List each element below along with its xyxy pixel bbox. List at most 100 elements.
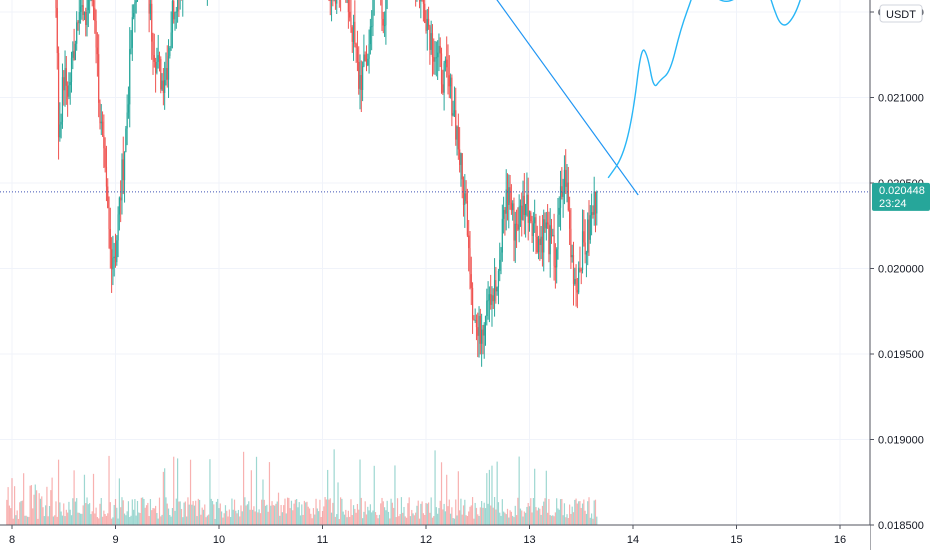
volume-bar <box>93 474 94 525</box>
candle-body <box>61 122 62 125</box>
volume-bar <box>301 504 302 525</box>
volume-bar <box>212 501 213 525</box>
volume-bar <box>425 503 426 525</box>
candle-body <box>449 75 450 86</box>
volume-bar <box>313 508 314 525</box>
volume-bar <box>199 500 200 525</box>
volume-bar <box>273 505 274 525</box>
candle-body <box>64 68 65 90</box>
candle-body <box>133 13 134 17</box>
candle-body <box>596 192 597 214</box>
volume-bar <box>556 498 557 525</box>
volume-bar <box>120 507 121 525</box>
volume-bar <box>339 519 340 525</box>
volume-bar <box>595 500 596 525</box>
volume-bar <box>332 503 333 525</box>
volume-bar <box>494 497 495 525</box>
volume-bar <box>23 473 24 525</box>
candle-body <box>107 187 108 208</box>
volume-bar <box>559 510 560 525</box>
volume-bar <box>174 511 175 525</box>
candle-body <box>591 212 592 215</box>
candle-body <box>444 63 445 92</box>
candle-body <box>114 257 115 258</box>
candle-body <box>371 26 372 27</box>
volume-bar <box>98 518 99 525</box>
volume-bar <box>361 498 362 525</box>
volume-bar <box>177 458 178 525</box>
currency-badge[interactable]: USDT <box>880 5 922 22</box>
volume-bar <box>586 514 587 525</box>
volume-bar <box>440 501 441 525</box>
volume-bar <box>476 508 477 525</box>
candle-body <box>546 222 547 228</box>
currency-label: USDT <box>886 9 916 21</box>
volume-bar <box>407 503 408 525</box>
volume-bar <box>521 510 522 525</box>
candle-body <box>456 127 457 140</box>
candle-body <box>68 85 69 97</box>
candle-body <box>154 55 155 62</box>
volume-bar <box>123 500 124 525</box>
x-tick-label: 14 <box>627 534 639 546</box>
volume-bar <box>94 514 95 525</box>
volume-bar <box>260 513 261 525</box>
candle-body <box>419 0 420 1</box>
candle-body <box>97 48 98 55</box>
volume-bar <box>582 504 583 525</box>
volume-bar <box>445 511 446 525</box>
volume-bar <box>74 470 75 525</box>
volume-bar <box>128 501 129 525</box>
volume-bar <box>414 515 415 525</box>
volume-bar <box>275 504 276 525</box>
volume-bar <box>92 511 93 525</box>
volume-bar <box>274 506 275 525</box>
volume-bar <box>402 513 403 525</box>
y-tick-label: 0.021000 <box>878 93 924 105</box>
x-tick-label: 16 <box>834 534 846 546</box>
candle-body <box>132 17 133 48</box>
candle-body <box>441 53 442 84</box>
volume-bar <box>229 510 230 525</box>
candle-body <box>130 48 131 49</box>
volume-bar <box>278 493 279 525</box>
volume-bar <box>488 504 489 525</box>
volume-bar <box>37 519 38 525</box>
volume-bar <box>52 478 53 525</box>
candle-body <box>564 170 565 192</box>
volume-bar <box>366 514 367 525</box>
candle-body <box>111 249 112 269</box>
volume-bar <box>433 516 434 525</box>
candle-body <box>330 0 331 1</box>
candle-body <box>493 295 494 301</box>
candle-body <box>177 0 178 12</box>
volume-bar <box>246 505 247 525</box>
candle-body <box>169 48 170 56</box>
volume-bar <box>315 499 316 525</box>
volume-bar <box>550 515 551 525</box>
volume-bar <box>172 508 173 525</box>
volume-bar <box>138 512 139 525</box>
volume-bar <box>371 512 372 525</box>
candle-body <box>123 159 124 180</box>
volume-bar <box>76 498 77 525</box>
x-tick-label: 10 <box>213 534 225 546</box>
volume-bar <box>403 507 404 525</box>
candle-body <box>357 48 358 62</box>
volume-bar <box>101 498 102 525</box>
volume-bar <box>88 504 89 525</box>
candle-body <box>427 19 428 31</box>
candle-body <box>151 4 152 42</box>
volume-bar <box>146 505 147 525</box>
candle-body <box>531 221 532 236</box>
volume-bar <box>226 511 227 525</box>
x-tick-label: 9 <box>112 534 118 546</box>
volume-bar <box>455 499 456 525</box>
volume-bar <box>187 497 188 525</box>
volume-bar <box>117 519 118 525</box>
candle-body <box>57 8 58 53</box>
volume-bar <box>480 507 481 525</box>
volume-bar <box>560 499 561 525</box>
